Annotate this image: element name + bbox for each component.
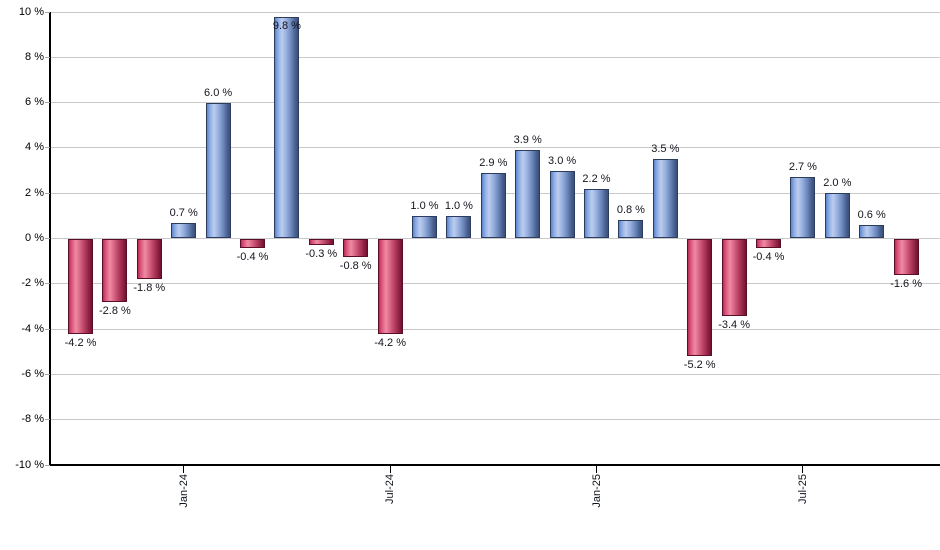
bar-value-label: 3.0 % bbox=[548, 154, 577, 167]
bar-positive bbox=[205, 102, 231, 239]
y-tick-label: 6 % bbox=[25, 96, 44, 109]
bar-value-label: 0.6 % bbox=[857, 208, 886, 221]
y-tick-mark bbox=[45, 283, 50, 285]
x-axis-label-text: Jan-24 bbox=[177, 474, 190, 508]
bar-positive bbox=[584, 188, 609, 239]
y-tick-mark bbox=[45, 147, 50, 149]
bar-value-label: 0.8 % bbox=[616, 204, 645, 217]
y-tick-mark bbox=[45, 102, 50, 104]
y-tick-label: 8 % bbox=[25, 50, 44, 63]
x-axis-label: Jan-24 bbox=[177, 474, 191, 534]
bar-negative bbox=[343, 238, 369, 257]
bar-value-label: 9.8 % bbox=[272, 19, 301, 32]
y-tick-label: -4 % bbox=[21, 322, 44, 335]
bar-value-label: -0.4 % bbox=[236, 250, 269, 263]
bar-value-label: 1.0 % bbox=[410, 199, 439, 212]
bar-value-label: -1.8 % bbox=[133, 282, 166, 295]
y-tick-mark bbox=[45, 419, 50, 421]
y-tick-label: -2 % bbox=[21, 277, 44, 290]
y-tick-mark bbox=[45, 11, 50, 13]
bar-value-label: 2.0 % bbox=[823, 177, 852, 190]
bar-positive bbox=[652, 159, 678, 239]
x-axis-label: Jul-24 bbox=[383, 474, 397, 534]
y-tick-label: 2 % bbox=[25, 186, 44, 199]
bar-positive bbox=[824, 193, 850, 239]
y-tick-label: 0 % bbox=[25, 232, 44, 244]
bar-value-label: 3.5 % bbox=[651, 143, 680, 156]
bar-value-label: 2.9 % bbox=[479, 156, 508, 169]
y-tick-mark bbox=[45, 238, 50, 239]
bar-value-label: 2.2 % bbox=[582, 172, 611, 185]
x-tick-mark bbox=[802, 465, 804, 473]
y-grid-line bbox=[51, 11, 940, 13]
bar-positive bbox=[412, 215, 437, 239]
x-axis-label: Jul-25 bbox=[796, 474, 810, 534]
bar-negative bbox=[240, 238, 265, 248]
bar-value-label: 0.7 % bbox=[169, 206, 198, 219]
y-tick-mark bbox=[45, 464, 50, 466]
y-grid-line bbox=[51, 147, 940, 149]
bar-positive bbox=[790, 177, 816, 239]
x-axis-label: Jan-25 bbox=[590, 474, 604, 534]
y-grid-line bbox=[51, 238, 940, 239]
bar-negative bbox=[687, 238, 713, 357]
bar-negative bbox=[377, 238, 403, 334]
x-axis-label-text: Jan-25 bbox=[590, 474, 603, 508]
y-tick-label: -6 % bbox=[21, 367, 44, 380]
y-tick-label: 4 % bbox=[25, 141, 44, 154]
bar-value-label: -4.2 % bbox=[374, 336, 406, 349]
bar-positive bbox=[446, 215, 472, 239]
bar-positive bbox=[859, 224, 885, 239]
bar-negative bbox=[756, 238, 781, 248]
y-tick-mark bbox=[45, 328, 50, 330]
bar-value-label: -1.6 % bbox=[890, 277, 922, 290]
y-tick-mark bbox=[45, 192, 50, 194]
y-grid-line bbox=[51, 419, 940, 421]
y-tick-mark bbox=[45, 373, 50, 375]
y-tick-label: -8 % bbox=[21, 413, 44, 426]
bar-value-label: -4.2 % bbox=[64, 336, 97, 349]
bar-value-label: 6.0 % bbox=[204, 86, 233, 99]
bar-value-label: -5.2 % bbox=[683, 359, 716, 372]
bar-negative bbox=[68, 238, 93, 334]
bar-value-label: 3.9 % bbox=[513, 134, 542, 147]
y-grid-line bbox=[51, 102, 940, 104]
y-grid-line bbox=[51, 373, 940, 375]
bar-negative bbox=[893, 238, 919, 275]
x-axis-line bbox=[49, 464, 940, 466]
bar-value-label: -3.4 % bbox=[718, 318, 750, 331]
bar-positive bbox=[618, 220, 644, 239]
bar-negative bbox=[136, 238, 162, 280]
bar-value-label: -0.4 % bbox=[752, 250, 785, 263]
bar-positive bbox=[274, 16, 300, 239]
bar-value-label: -0.8 % bbox=[339, 259, 372, 272]
bar-negative bbox=[102, 238, 128, 302]
bar-value-label: -0.3 % bbox=[305, 248, 338, 261]
y-tick-label: -10 % bbox=[15, 458, 44, 471]
y-tick-label: 10 % bbox=[18, 5, 44, 18]
bar-value-label: -2.8 % bbox=[98, 304, 131, 317]
bar-positive bbox=[480, 172, 506, 239]
bar-value-label: 2.7 % bbox=[788, 161, 817, 174]
x-tick-mark bbox=[596, 465, 597, 473]
y-axis-line bbox=[49, 12, 51, 466]
bar-positive bbox=[171, 222, 197, 239]
bar-positive bbox=[515, 150, 541, 239]
bar-negative bbox=[721, 238, 747, 316]
x-axis-label-text: Jul-24 bbox=[384, 474, 397, 504]
bar-value-label: 1.0 % bbox=[444, 199, 473, 212]
bar-positive bbox=[549, 170, 575, 239]
y-grid-line bbox=[51, 56, 940, 58]
x-tick-mark bbox=[389, 465, 391, 473]
y-tick-mark bbox=[45, 56, 50, 58]
x-tick-mark bbox=[183, 465, 185, 473]
y-grid-line bbox=[51, 283, 940, 285]
x-axis-label-text: Jul-25 bbox=[796, 474, 809, 504]
bar-negative bbox=[308, 238, 334, 246]
y-grid-line bbox=[51, 328, 940, 330]
